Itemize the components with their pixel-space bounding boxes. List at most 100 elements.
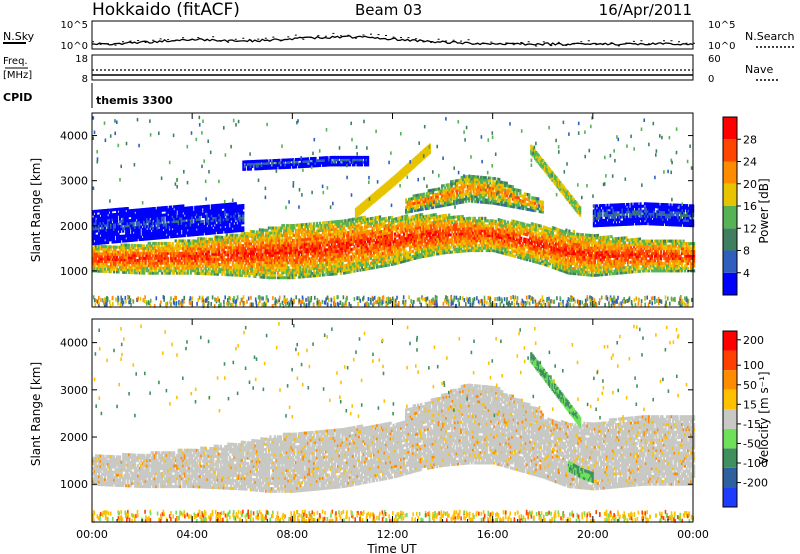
range-cell-0 — [339, 247, 343, 251]
nsearch-tick-top: 10^5 — [708, 20, 735, 31]
range-cell-0 — [338, 252, 341, 256]
range-cell-0 — [203, 257, 206, 261]
range-cell-0 — [299, 258, 302, 262]
range-cell-0 — [210, 255, 213, 259]
range-cell-0 — [254, 240, 257, 244]
range-cell-0 — [312, 247, 316, 250]
range-cell-0 — [303, 228, 307, 231]
range-cell-0 — [149, 266, 152, 270]
range-cell-0 — [159, 266, 162, 270]
range-cell-0 — [119, 260, 122, 264]
range-cell-0 — [261, 245, 264, 249]
range-cell-0 — [272, 258, 275, 262]
range-cell-0 — [210, 237, 213, 241]
range-cell-0 — [92, 247, 95, 251]
range-cell-0 — [230, 243, 233, 247]
range-cell-0 — [344, 239, 347, 242]
range-cell-0 — [291, 231, 294, 235]
range-cell-0 — [111, 265, 114, 269]
range-cell-0 — [300, 258, 303, 261]
range-cell-0 — [351, 247, 355, 251]
range-cell-0 — [317, 264, 320, 267]
range-cell-0 — [357, 244, 361, 248]
range-cell-0 — [315, 271, 319, 275]
range-cell-0 — [285, 258, 288, 262]
range-cell-0 — [249, 257, 252, 261]
range-cell-0 — [147, 246, 150, 250]
range-cell-0 — [353, 269, 356, 273]
range-cell-0 — [185, 261, 188, 265]
range-cell-0 — [125, 268, 128, 272]
range-cell-0 — [162, 241, 165, 245]
range-cell-0 — [164, 269, 167, 273]
range-cell-0 — [177, 246, 180, 250]
range-cell-0 — [344, 246, 347, 250]
range-cell-0 — [344, 271, 347, 275]
range-cell-0 — [204, 254, 207, 258]
range-cell-0 — [267, 256, 270, 260]
range-cell-0 — [291, 243, 294, 247]
range-cell-0 — [186, 249, 189, 253]
range-cell-0 — [287, 243, 290, 247]
range-cell-0 — [305, 250, 308, 254]
range-cell-0 — [201, 259, 204, 263]
range-cell-0 — [141, 254, 144, 258]
range-cell-0 — [335, 267, 338, 271]
range-cell-0 — [168, 249, 171, 253]
range-cell-0 — [236, 263, 239, 267]
range-cell-0 — [95, 254, 98, 258]
range-cell-0 — [255, 262, 258, 266]
range-cell-0 — [192, 251, 195, 255]
range-cell-0 — [183, 244, 186, 248]
range-cell-0 — [290, 241, 293, 245]
range-cell-0 — [362, 250, 365, 254]
range-cell-0 — [204, 272, 207, 276]
range-cell-0 — [335, 225, 338, 229]
range-cell-0 — [162, 269, 165, 273]
range-cell-0 — [339, 227, 343, 231]
range-cell-0 — [252, 232, 255, 236]
range-cell-0 — [356, 234, 359, 238]
range-cell-0 — [258, 240, 261, 244]
range-cell-0 — [263, 268, 266, 272]
range-cell-0 — [302, 265, 305, 269]
range-cell-0 — [291, 251, 294, 255]
range-cell-0 — [119, 265, 122, 269]
range-cell-0 — [240, 256, 243, 260]
range-cell-0 — [212, 265, 215, 269]
range-cell-0 — [315, 249, 319, 253]
range-cell-0 — [297, 226, 300, 230]
range-cell-0 — [287, 239, 290, 242]
range-cell-0 — [318, 263, 322, 267]
range-cell-0 — [149, 244, 152, 248]
range-cell-0 — [264, 261, 267, 265]
range-cell-0 — [373, 238, 376, 242]
range-cell-0 — [171, 241, 174, 245]
range-cell-0 — [201, 272, 204, 276]
range-cell-0 — [377, 250, 380, 254]
range-cell-0 — [218, 250, 221, 254]
range-cell-0 — [158, 251, 161, 255]
range-cell-0 — [360, 236, 364, 240]
range-cell-0 — [105, 247, 108, 251]
range-cell-0 — [359, 223, 362, 227]
range-cell-0 — [246, 239, 249, 243]
range-cell-0 — [323, 265, 326, 269]
range-cell-0 — [246, 269, 249, 273]
range-cell-0 — [252, 257, 255, 261]
range-cell-0 — [254, 232, 257, 236]
range-cell-0 — [282, 243, 285, 247]
range-cell-0 — [240, 261, 243, 265]
range-cell-0 — [156, 261, 159, 265]
range-cell-0 — [364, 255, 367, 259]
range-cell-0 — [270, 273, 273, 277]
range-cell-0 — [311, 249, 314, 253]
range-cell-0 — [119, 250, 122, 254]
range-cell-0 — [164, 251, 167, 255]
range-cell-0 — [251, 230, 254, 234]
range-cell-0 — [257, 230, 260, 234]
range-cell-0 — [249, 262, 252, 266]
range-cell-0 — [367, 262, 370, 266]
range-cell-0 — [360, 243, 364, 247]
range-cell-0 — [245, 234, 248, 238]
